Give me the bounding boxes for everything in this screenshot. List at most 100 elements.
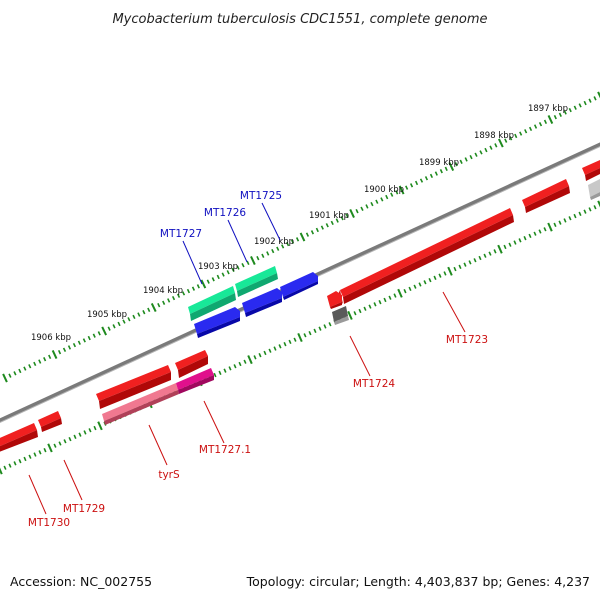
ruler-minor-tick [513, 240, 517, 245]
ruler-minor-tick [83, 430, 87, 435]
ruler-minor-tick [68, 436, 72, 442]
ruler-minor-tick [583, 209, 587, 214]
ruler-minor-tick [288, 339, 292, 345]
ruler-minor-tick [171, 295, 176, 301]
ruler-minor-tick [439, 169, 443, 174]
ruler-minor-tick [390, 192, 394, 197]
gene-MT1725[interactable] [280, 272, 318, 300]
ruler-minor-tick [393, 293, 397, 298]
gene-MT1727.1[interactable] [176, 368, 214, 394]
ruler-minor-tick [563, 110, 567, 115]
ruler-minor-tick [13, 371, 17, 376]
gene-red-upper-right[interactable] [522, 179, 570, 213]
ruler-major-tick [200, 279, 207, 289]
gene-MT1730[interactable] [0, 423, 38, 452]
ruler-major-tick [247, 355, 253, 365]
gene-red-small-1[interactable] [327, 291, 342, 309]
ruler-minor-tick [434, 171, 438, 176]
ruler-minor-tick [167, 298, 171, 303]
ruler-minor-tick [509, 136, 513, 141]
ruler-minor-tick [583, 100, 587, 106]
label-MT1726[interactable]: MT1726 [204, 207, 247, 219]
gene-MT1727[interactable] [188, 286, 236, 321]
ruler-minor-tick [353, 311, 357, 316]
gene-MT1724[interactable] [332, 306, 349, 325]
ruler-minor-tick [117, 321, 121, 327]
ruler-minor-tick [73, 434, 77, 440]
ruler-minor-tick [484, 147, 488, 153]
gene-MT1723[interactable] [337, 208, 514, 304]
ruler-minor-tick [320, 225, 324, 230]
ruler-minor-tick [43, 357, 47, 362]
inner-ruler [0, 200, 600, 475]
ruler-major-tick [597, 91, 600, 99]
gene-blue-3[interactable] [194, 307, 240, 338]
ruler-minor-tick [454, 161, 458, 167]
ruler-major-tick [347, 310, 353, 320]
ruler-minor-tick [87, 335, 91, 341]
gene-MT1729[interactable] [38, 411, 62, 432]
ruler-minor-tick [553, 114, 557, 120]
tick-labels: 1897 kbp 1898 kbp 1899 kbp 1900 kbp 1901… [31, 104, 568, 343]
ruler-minor-tick [573, 105, 577, 110]
ruler-minor-tick [365, 204, 369, 209]
ruler-minor-tick [286, 241, 290, 247]
ruler-minor-tick [433, 275, 437, 281]
ruler-minor-tick [290, 239, 295, 244]
ruler-minor-tick [468, 260, 472, 265]
ruler-minor-tick [388, 295, 392, 300]
ruler-major-tick [447, 266, 453, 276]
ruler-minor-tick [92, 333, 96, 338]
ruler-minor-tick [504, 138, 508, 143]
ruler-minor-tick [323, 324, 327, 329]
tick-label-1902: 1902 kbp [254, 237, 294, 247]
ruler-minor-tick [474, 152, 478, 157]
ruler-minor-tick [278, 344, 282, 349]
ruler-minor-tick [147, 307, 151, 313]
ruler-minor-tick [218, 370, 222, 376]
gene-MT1726[interactable] [235, 266, 278, 297]
ruler-minor-tick [97, 331, 101, 336]
ruler-minor-tick [308, 330, 312, 336]
ruler-minor-tick [328, 322, 332, 327]
label-MT1727.1[interactable]: MT1727.1 [199, 444, 251, 456]
label-MT1723[interactable]: MT1723 [446, 334, 488, 346]
ruler-minor-tick [489, 145, 493, 150]
gene-lightgrey-edge[interactable] [588, 179, 600, 200]
gene-blue-2[interactable] [242, 288, 282, 317]
gene-red-mid-2[interactable] [96, 365, 171, 409]
ruler-minor-tick [330, 220, 334, 226]
ruler-minor-tick [18, 368, 22, 374]
label-MT1725[interactable]: MT1725 [240, 190, 282, 202]
ruler-minor-tick [238, 361, 242, 367]
ruler-major-tick [497, 138, 504, 148]
ruler-minor-tick [370, 201, 374, 207]
ruler-minor-tick [241, 263, 245, 268]
ruler-minor-tick [112, 324, 116, 329]
ruler-minor-tick [283, 341, 287, 347]
label-MT1729[interactable]: MT1729 [63, 503, 105, 515]
label-MT1724[interactable]: MT1724 [353, 378, 396, 390]
ruler-minor-tick [593, 205, 597, 210]
ruler-minor-tick [385, 194, 389, 200]
ruler-major-tick [97, 421, 103, 431]
ruler-minor-tick [588, 98, 592, 103]
tick-label-1906: 1906 kbp [31, 333, 71, 343]
ruler-minor-tick [23, 456, 27, 462]
ruler-minor-tick [395, 190, 399, 195]
ruler-minor-tick [493, 249, 497, 254]
gene-red-edge-right[interactable] [582, 160, 600, 181]
gene-red-mid[interactable] [175, 350, 208, 378]
ruler-minor-tick [186, 288, 191, 294]
gene-tyrS[interactable] [102, 383, 179, 425]
label-MT1727[interactable]: MT1727 [160, 228, 202, 240]
label-tyrS[interactable]: tyrS [158, 469, 180, 481]
label-MT1730[interactable]: MT1730 [28, 517, 70, 529]
ruler-minor-tick [122, 319, 126, 324]
ruler-minor-tick [315, 227, 319, 233]
ruler-minor-tick [383, 297, 387, 303]
ruler-minor-tick [181, 291, 186, 296]
ruler-minor-tick [593, 96, 597, 101]
ruler-minor-tick [473, 258, 477, 263]
